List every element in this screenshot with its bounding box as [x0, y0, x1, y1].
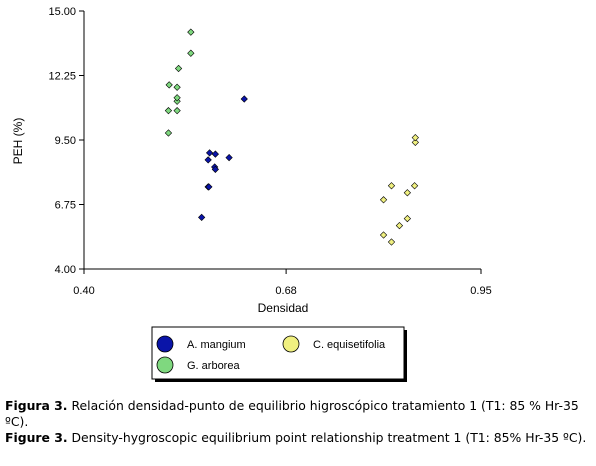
data-point-g-arborea: [174, 64, 183, 73]
data-point-g-arborea: [164, 129, 173, 137]
data-point-c-equisetifolia: [410, 182, 419, 190]
x-tick-label: 0.95: [470, 285, 491, 297]
legend-box-shadow-right: [404, 330, 407, 382]
data-point-g-arborea: [187, 28, 195, 36]
legend: A. mangium C. equisetifolia G. arborea: [151, 326, 407, 382]
data-point-c-equisetifolia: [387, 182, 396, 190]
data-point-g-arborea: [164, 107, 173, 115]
data-points: [164, 28, 419, 246]
caption-spanish: Figura 3. Relación densidad-punto de equ…: [5, 398, 593, 430]
data-point-g-arborea: [173, 107, 181, 115]
data-point-g-arborea: [165, 81, 173, 89]
legend-marker-g-arborea: [156, 356, 174, 374]
y-tick-label: 6.75: [55, 200, 76, 212]
data-point-a-mangium: [204, 156, 212, 164]
caption-spanish-label: Figura 3.: [5, 398, 68, 413]
data-point-a-mangium: [205, 183, 213, 191]
data-point-a-mangium: [205, 149, 214, 157]
legend-box: [151, 326, 405, 380]
caption-english-label: Figure 3.: [5, 430, 68, 445]
legend-box-shadow-bottom: [155, 379, 407, 382]
legend-marker-c-equisetifolia: [282, 335, 300, 353]
data-point-g-arborea: [187, 49, 195, 57]
data-point-g-arborea: [173, 83, 181, 91]
legend-label-g-arborea: G. arborea: [187, 360, 240, 372]
y-tick-label: 12.25: [48, 71, 76, 83]
data-point-c-equisetifolia: [411, 134, 419, 142]
data-point-a-mangium: [211, 165, 219, 173]
data-point-c-equisetifolia: [387, 238, 396, 246]
caption-english: Figure 3. Density-hygroscopic equilibriu…: [5, 430, 593, 446]
caption-spanish-text: Relación densidad-punto de equilibrio hi…: [5, 398, 579, 429]
x-tick-label: 0.40: [73, 285, 94, 297]
data-point-c-equisetifolia: [411, 138, 419, 146]
y-tick-label: 9.50: [55, 135, 76, 147]
legend-label-a-mangium: A. mangium: [187, 339, 246, 351]
data-point-a-mangium: [240, 95, 248, 103]
data-point-a-mangium: [225, 153, 233, 162]
data-point-a-mangium: [198, 213, 206, 222]
y-tick-label: 15.00: [48, 6, 76, 18]
legend-marker-a-mangium: [156, 335, 174, 353]
data-point-a-mangium: [211, 150, 219, 158]
data-point-c-equisetifolia: [395, 221, 404, 230]
data-point-c-equisetifolia: [403, 189, 411, 197]
data-point-c-equisetifolia: [379, 196, 388, 204]
x-axis-title: Densidad: [258, 301, 309, 315]
legend-label-c-equisetifolia: C. equisetifolia: [313, 339, 386, 351]
y-axis-ticks: 4.00 6.75 9.50 12.25 15.00: [48, 6, 84, 276]
x-axis-ticks: 0.40 0.68 0.95: [73, 269, 492, 297]
scatter-chart: 4.00 6.75 9.50 12.25 15.00 0.40 0.68 0.95 PEH …: [11, 6, 492, 382]
caption-english-text: Density-hygroscopic equilibrium point re…: [67, 430, 587, 445]
data-point-c-equisetifolia: [379, 231, 388, 239]
y-axis-title: PEH (%): [11, 118, 25, 165]
data-point-c-equisetifolia: [403, 214, 411, 223]
y-tick-label: 4.00: [55, 264, 76, 276]
x-tick-label: 0.68: [275, 285, 296, 297]
plot-area: 4.00 6.75 9.50 12.25 15.00 0.40 0.68 0.95: [48, 6, 491, 297]
data-point-g-arborea: [173, 94, 181, 102]
